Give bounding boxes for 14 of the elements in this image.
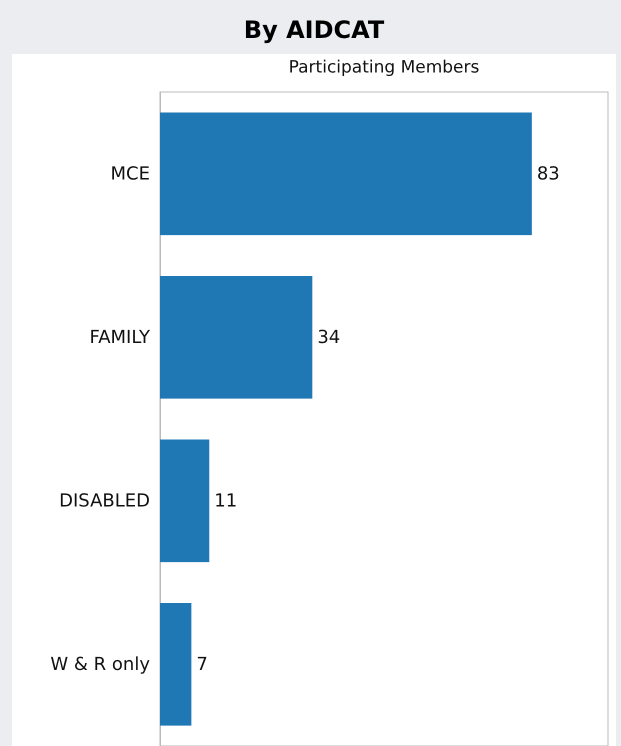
y-tick-label: DISABLED — [59, 490, 150, 512]
data-label: 11 — [214, 490, 238, 512]
bar — [160, 112, 532, 236]
data-label: 7 — [196, 654, 208, 675]
chart-title: By AIDCAT — [242, 15, 386, 46]
y-tick-label: FAMILY — [90, 326, 151, 348]
x-axis-title: Participating Members — [288, 58, 480, 78]
y-tick-label: MCE — [110, 163, 150, 184]
y-tick-label: W & R only — [50, 654, 150, 675]
data-label: 34 — [317, 326, 340, 348]
data-label: 83 — [536, 163, 560, 184]
bar — [160, 602, 192, 726]
bar — [160, 439, 210, 562]
bar — [160, 276, 312, 399]
